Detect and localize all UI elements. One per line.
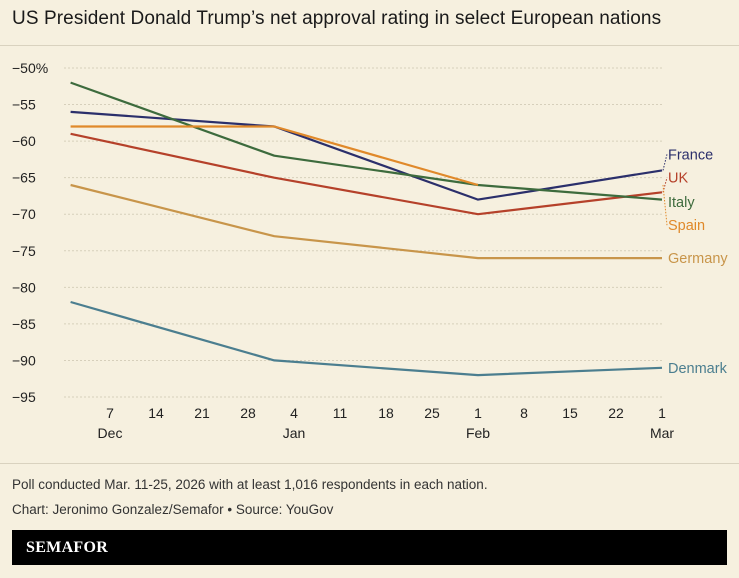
y-tick-label: −70 [12, 206, 36, 222]
brand-logo: SEMAFOR [26, 539, 109, 556]
x-tick-label: 1 [658, 405, 666, 421]
x-axis: 7 Dec 14 21 28 4 Jan 11 18 25 1 Feb 8 15 22 1 Mar [98, 405, 675, 441]
brand-footer: SEMAFOR [12, 530, 727, 565]
y-tick-label: −75 [12, 243, 36, 259]
x-tick-label: 28 [240, 405, 256, 421]
series-label-denmark: Denmark [668, 361, 728, 377]
notes-divider [0, 463, 739, 464]
x-month-label: Jan [283, 425, 306, 441]
x-tick-label: 25 [424, 405, 440, 421]
leader-line [662, 184, 668, 226]
y-tick-label: −80 [12, 279, 36, 295]
series-label-france: France [668, 147, 713, 163]
x-month-label: Feb [466, 425, 490, 441]
x-tick-label: 21 [194, 405, 210, 421]
series-labels: France UK Italy Spain Germany Denmark [662, 147, 728, 377]
source-credit: Chart: Jeronimo Gonzalez/Semafor • Sourc… [12, 502, 334, 517]
x-month-label: Dec [98, 425, 123, 441]
y-tick-label: −65 [12, 170, 36, 186]
y-tick-label: −55 [12, 97, 36, 113]
y-tick-label: −95 [12, 389, 36, 405]
x-month-label: Mar [650, 425, 674, 441]
x-tick-label: 4 [290, 405, 298, 421]
y-tick-label: −85 [12, 316, 36, 332]
leader-line [662, 154, 668, 171]
y-axis: −50% −55 −60 −65 −70 −75 −80 −85 −90 −95 [12, 60, 48, 405]
x-tick-label: 18 [378, 405, 394, 421]
series-line-spain [70, 125, 479, 187]
x-tick-label: 22 [608, 405, 624, 421]
y-tick-label: −50% [12, 60, 48, 76]
y-tick-label: −90 [12, 352, 36, 368]
x-tick-label: 8 [520, 405, 528, 421]
series-line-france [70, 110, 663, 201]
x-tick-label: 1 [474, 405, 482, 421]
x-tick-label: 14 [148, 405, 164, 421]
y-tick-label: −60 [12, 133, 36, 149]
leader-line [662, 177, 668, 193]
chart-title: US President Donald Trump’s net approval… [12, 8, 662, 29]
series-line-uk [70, 132, 663, 216]
series-line-italy [70, 81, 663, 201]
series-line-germany [70, 183, 662, 260]
poll-note: Poll conducted Mar. 11-25, 2026 with at … [12, 477, 488, 492]
series-lines [70, 81, 663, 377]
series-label-germany: Germany [668, 251, 728, 267]
x-tick-label: 11 [333, 405, 348, 421]
series-label-spain: Spain [668, 218, 705, 234]
title-divider [0, 45, 739, 46]
series-line-denmark [70, 300, 663, 377]
series-label-italy: Italy [668, 195, 695, 211]
series-label-uk: UK [668, 171, 688, 187]
x-tick-label: 15 [562, 405, 578, 421]
x-tick-label: 7 [106, 405, 114, 421]
